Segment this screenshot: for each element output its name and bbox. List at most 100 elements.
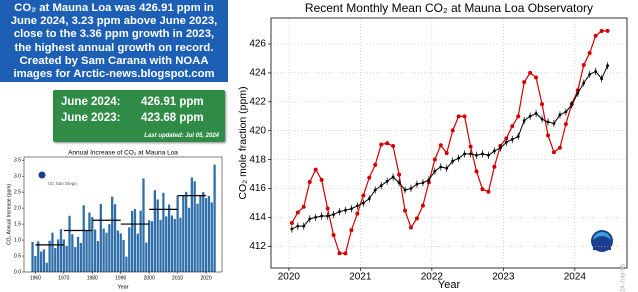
data-point xyxy=(528,114,532,118)
bar xyxy=(45,262,48,272)
bar xyxy=(173,218,176,272)
bar xyxy=(51,232,54,272)
bar xyxy=(48,240,51,272)
data-point xyxy=(421,181,425,185)
data-point xyxy=(355,204,359,208)
data-point xyxy=(391,144,396,149)
bar xyxy=(93,229,97,272)
data-point xyxy=(581,62,586,67)
data-point xyxy=(373,162,378,167)
data-point xyxy=(492,164,497,169)
data-point xyxy=(379,184,383,188)
data-point xyxy=(385,141,390,146)
bar xyxy=(199,195,202,272)
last-updated: Last updated: Jul 05, 2024 xyxy=(144,133,219,139)
data-point xyxy=(397,172,402,177)
data-point xyxy=(457,156,461,160)
data-point xyxy=(379,142,384,147)
data-point xyxy=(373,188,377,192)
data-point xyxy=(361,201,365,205)
data-point xyxy=(510,124,515,129)
bar xyxy=(167,204,171,272)
noaa-logo xyxy=(38,171,613,252)
data-point xyxy=(307,180,312,185)
bar xyxy=(136,233,139,272)
bar xyxy=(185,191,188,272)
x-tick-label: 2024 xyxy=(564,272,587,283)
data-point xyxy=(546,133,551,138)
bar xyxy=(139,210,142,272)
bar xyxy=(79,242,83,272)
data-point xyxy=(594,70,598,73)
data-point xyxy=(462,114,467,119)
data-point xyxy=(593,33,598,38)
bar xyxy=(193,181,196,272)
x-tick-label: 1960 xyxy=(30,275,41,281)
bar xyxy=(125,256,128,272)
intro-box: CO₂ at Mauna Loa was 426.91 ppm in June 2… xyxy=(0,0,228,82)
data-point xyxy=(563,122,568,127)
data-point xyxy=(289,221,294,226)
data-point xyxy=(487,153,490,157)
bar xyxy=(102,228,105,272)
intro-line: CO₂ at Mauna Loa was 426.91 ppm in xyxy=(14,2,214,14)
x-tick-label: 2020 xyxy=(201,275,212,281)
y-tick-label: 1.0 xyxy=(14,237,21,243)
row-value: 426.91 ppm xyxy=(141,96,204,108)
data-point xyxy=(582,81,586,85)
data-point xyxy=(355,211,360,216)
row-label: June 2023: xyxy=(61,112,121,124)
y-tick-label: 0.5 xyxy=(14,253,21,259)
bar xyxy=(210,202,213,272)
data-point xyxy=(350,207,353,211)
chart-title: Annual Increase of CO₂ at Mauna Loa xyxy=(68,150,178,157)
data-point xyxy=(326,214,330,218)
bar xyxy=(65,245,68,272)
bar xyxy=(142,178,145,272)
data-point xyxy=(540,102,545,107)
data-point xyxy=(534,111,538,115)
bar xyxy=(148,220,151,272)
series-line xyxy=(291,30,608,255)
bar xyxy=(113,204,117,272)
data-point xyxy=(480,187,485,192)
data-point xyxy=(528,70,533,75)
bar xyxy=(122,240,125,272)
data-point xyxy=(468,144,473,149)
y-tick-label: 0.0 xyxy=(14,269,21,275)
data-point xyxy=(427,178,431,182)
bar xyxy=(85,230,88,272)
bar xyxy=(57,239,60,272)
plot-frame xyxy=(270,17,628,269)
data-point xyxy=(367,175,372,180)
y-tick-label: 418 xyxy=(249,154,266,165)
bar xyxy=(133,209,137,272)
data-point xyxy=(332,213,335,216)
bar xyxy=(150,221,154,272)
data-point xyxy=(451,159,455,163)
x-axis-label: Year xyxy=(117,284,128,290)
data-point xyxy=(516,114,521,119)
x-tick-label: 2021 xyxy=(349,272,372,283)
y-tick-label: 420 xyxy=(249,125,266,136)
data-point xyxy=(296,224,300,228)
bar xyxy=(119,233,122,272)
bar xyxy=(34,256,37,272)
bar xyxy=(31,241,34,272)
bar xyxy=(153,190,156,272)
x-axis-label: Year xyxy=(438,279,461,291)
bar xyxy=(116,230,120,272)
bar xyxy=(82,205,85,272)
data-point xyxy=(475,153,478,157)
y-tick-label: 424 xyxy=(249,68,266,79)
x-tick-label: 2023 xyxy=(492,272,515,283)
y-axis-label: CO₂ mole fraction (ppm) xyxy=(237,86,249,199)
data-point xyxy=(414,216,419,221)
data-point xyxy=(444,151,449,156)
data-point xyxy=(516,135,520,138)
data-point xyxy=(463,152,466,156)
bar xyxy=(59,229,63,272)
data-point xyxy=(314,216,318,219)
data-point xyxy=(600,77,604,81)
